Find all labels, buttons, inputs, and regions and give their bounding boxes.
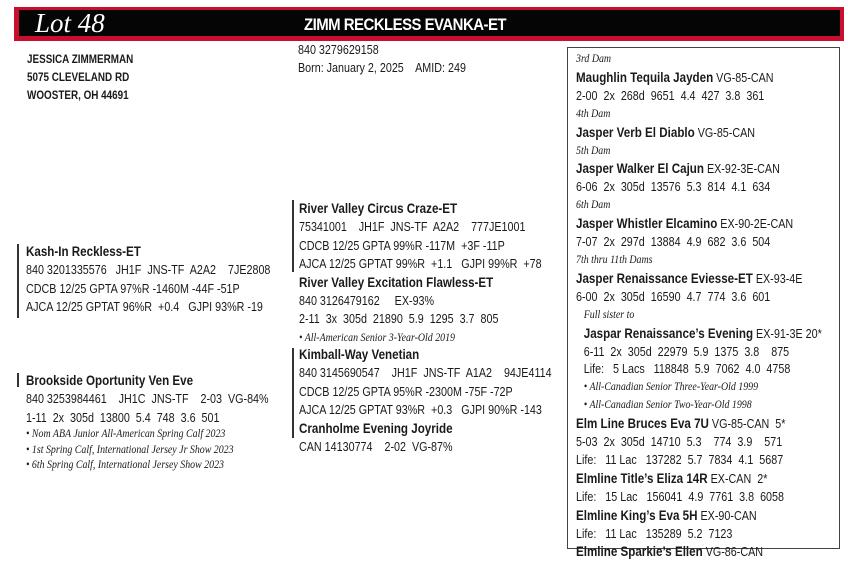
- ancestor-classification: EX-91-3E 20*: [753, 326, 822, 341]
- consignor-line: JESSICA ZIMMERMAN: [27, 54, 134, 66]
- ancestor-name: Elm Line Bruces Eva 7U: [576, 416, 709, 432]
- ancestor-name: Maughlin Tequila Jayden: [576, 69, 714, 85]
- record-line: Life: 5 Lacs 118848 5.9 7062 4.0 4758: [583, 362, 791, 377]
- ancestor-entry: Elmline King’s Eva 5H EX-90-CAN: [576, 507, 822, 526]
- dam-sire-line: CDCB 12/25 GPTA 95%R -2300M -75F -72P: [299, 384, 513, 399]
- record-line: 2-00 2x 268d 9651 4.4 427 3.8 361: [576, 88, 765, 103]
- sire-line: AJCA 12/25 GPTAT 96%R +0.4 GJPI 93%R -19: [26, 300, 263, 315]
- sire-sire-block: River Valley Circus Craze-ET 75341001 JH…: [299, 200, 581, 347]
- sire-line: CDCB 12/25 GPTA 97%R -1460M -44F -51P: [26, 281, 240, 296]
- sire-sire-line: 75341001 JH1F JNS-TF A2A2 777JE1001: [299, 220, 526, 235]
- record-line: 6-11 2x 305d 22979 5.9 1375 3.8 875: [583, 344, 790, 359]
- ancestor-entry: Elmline Sparkie’s Ellen VG-86-CAN: [576, 543, 822, 562]
- record-line: 6-06 2x 305d 13576 5.3 814 4.1 634: [576, 180, 771, 195]
- sire-dam-name: River Valley Excitation Flawless-ET: [299, 274, 494, 290]
- pedigree-bracket: [17, 373, 19, 387]
- ancestor-entry: Maughlin Tequila Jayden VG-85-CAN: [576, 69, 822, 88]
- dam-line: 840 3253984461 JH1C JNS-TF 2-03 VG-84%: [26, 392, 269, 407]
- consignor-address: JESSICA ZIMMERMAN 5075 CLEVELAND RD WOOS…: [27, 51, 151, 105]
- ancestor-classification: VG-86-CAN: [702, 545, 764, 560]
- record-line: 6-00 2x 305d 16590 4.7 774 3.6 601: [576, 289, 771, 304]
- consignor-line: 5075 CLEVELAND RD: [27, 72, 130, 84]
- ancestor-entry: Jaspar Renaissance’s Evening EX-91-3E 20…: [576, 325, 822, 344]
- dam-block: Brookside Oportunity Ven Eve 840 3253984…: [26, 372, 308, 474]
- dam-dam-name: Cranholme Evening Joyride: [299, 420, 453, 436]
- pedigree-bracket: [17, 244, 19, 318]
- dam-honor: • Nom ABA Junior All-American Spring Cal…: [26, 428, 226, 441]
- generation-label: • All-Canadian Senior Two-Year-Old 1998: [583, 399, 752, 412]
- dam-sire-block: Kimball-Way Venetian 840 3145690547 JH1F…: [299, 346, 593, 456]
- pedigree-bracket: [292, 200, 294, 272]
- female-family-list: 3rd Dam Maughlin Tequila Jayden VG-85-CAN…: [576, 51, 848, 562]
- generation-label: Full sister to: [583, 308, 635, 321]
- ancestor-name: Jasper Verb El Diablo: [576, 124, 695, 140]
- record-line: 7-07 2x 297d 13884 4.9 682 3.6 504: [576, 235, 771, 250]
- sire-name: Kash-In Reckless-ET: [26, 244, 141, 259]
- sire-dam-honor: • All-American Senior 3-Year-Old 2019: [299, 331, 456, 344]
- generation-label: 6th Dam: [576, 199, 611, 212]
- ancestor-classification: EX-93-4E: [752, 271, 803, 286]
- record-line: Life: 11 Lac 137282 5.7 7834 4.1 5687: [576, 452, 784, 467]
- ancestor-classification: EX-90-CAN: [697, 508, 757, 523]
- sire-sire-line: AJCA 12/25 GPTAT 99%R +1.1 GJPI 99%R +78: [299, 257, 542, 272]
- dam-sire-line: 840 3145690547 JH1F JNS-TF A1A2 94JE4114: [299, 366, 552, 381]
- ancestor-entry: Jasper Verb El Diablo VG-85-CAN: [576, 124, 822, 143]
- dam-honor: • 6th Spring Calf, International Jersey …: [26, 459, 224, 472]
- ancestor-name: Elmline Title’s Eliza 14R: [576, 470, 708, 486]
- ancestor-classification: EX-CAN 2*: [707, 471, 768, 486]
- pedigree-bracket: [292, 348, 294, 438]
- generation-label: 7th thru 11th Dams: [576, 253, 653, 266]
- ancestor-classification: EX-92-3E-CAN: [703, 162, 780, 177]
- ancestor-classification: VG-85-CAN: [713, 70, 774, 85]
- record-line: Life: 15 Lac 156041 4.9 7761 3.8 6058: [576, 489, 784, 504]
- ancestor-name: Jasper Walker El Cajun: [576, 161, 704, 177]
- ancestor-entry: Jasper Renaissance Eviesse-ET EX-93-4E: [576, 270, 822, 289]
- dam-sire-name: Kimball-Way Venetian: [299, 347, 420, 362]
- ancestor-classification: VG-85-CAN 5*: [708, 417, 786, 432]
- ancestor-name: Jasper Renaissance Eviesse-ET: [576, 270, 753, 286]
- generation-label: 3rd Dam: [576, 53, 612, 65]
- ancestor-entry: Jasper Walker El Cajun EX-92-3E-CAN: [576, 160, 822, 179]
- lot-number: Lot 48: [35, 8, 105, 38]
- sire-block: Kash-In Reckless-ET 840 3201335576 JH1F …: [26, 243, 310, 317]
- dam-name: Brookside Oportunity Ven Eve: [26, 373, 194, 388]
- ancestor-name: Elmline King’s Eva 5H: [576, 507, 698, 523]
- birth-date: Born: January 2, 2025 AMID: 249: [298, 61, 466, 76]
- animal-info: 840 3279629158 Born: January 2, 2025 AMI…: [298, 41, 493, 78]
- ancestor-classification: EX-90-2E-CAN: [717, 217, 794, 232]
- sire-sire-line: CDCB 12/25 GPTA 99%R -117M +3F -11P: [299, 238, 505, 253]
- generation-label: 5th Dam: [576, 144, 611, 157]
- dam-line: 1-11 2x 305d 13800 5.4 748 3.6 501: [26, 410, 220, 425]
- sire-dam-line: 840 3126479162 EX-93%: [299, 294, 435, 309]
- sire-line: 840 3201335576 JH1F JNS-TF A2A2 7JE2808: [26, 263, 271, 278]
- sire-dam-line: 2-11 3x 305d 21890 5.9 1295 3.7 805: [299, 312, 499, 327]
- animal-name: ZIMM RECKLESS EVANKA-ET: [304, 15, 507, 34]
- generation-label: 4th Dam: [576, 107, 611, 120]
- consignor-line: WOOSTER, OH 44691: [27, 90, 129, 102]
- registration-number: 840 3279629158: [298, 43, 379, 57]
- ancestor-entry: Jasper Whistler Elcamino EX-90-2E-CAN: [576, 215, 822, 234]
- lot-header: Lot 48 ZIMM RECKLESS EVANKA-ET: [14, 7, 844, 41]
- dam-dam-line: CAN 14130774 2-02 VG-87%: [299, 440, 453, 455]
- ancestor-classification: VG-85-CAN: [694, 125, 756, 140]
- sire-sire-name: River Valley Circus Craze-ET: [299, 201, 458, 216]
- record-line: Life: 11 Lac 135289 5.2 7123: [576, 526, 733, 541]
- ancestor-entry: Elm Line Bruces Eva 7U VG-85-CAN 5*: [576, 415, 822, 434]
- ancestor-name: Jaspar Renaissance’s Evening: [583, 325, 754, 341]
- ancestor-name: Elmline Sparkie’s Ellen: [576, 544, 703, 560]
- record-line: 5-03 2x 305d 14710 5.3 774 3.9 571: [576, 435, 783, 450]
- extended-pedigree-box: 3rd Dam Maughlin Tequila Jayden VG-85-CAN…: [567, 47, 840, 559]
- ancestor-name: Jasper Whistler Elcamino: [576, 216, 718, 232]
- dam-sire-line: AJCA 12/25 GPTAT 93%R +0.3 GJPI 90%R -14…: [299, 403, 542, 418]
- generation-label: • All-Canadian Senior Three-Year-Old 199…: [583, 381, 759, 394]
- ancestor-entry: Elmline Title’s Eliza 14R EX-CAN 2*: [576, 470, 822, 489]
- dam-honor: • 1st Spring Calf, International Jersey …: [26, 443, 234, 456]
